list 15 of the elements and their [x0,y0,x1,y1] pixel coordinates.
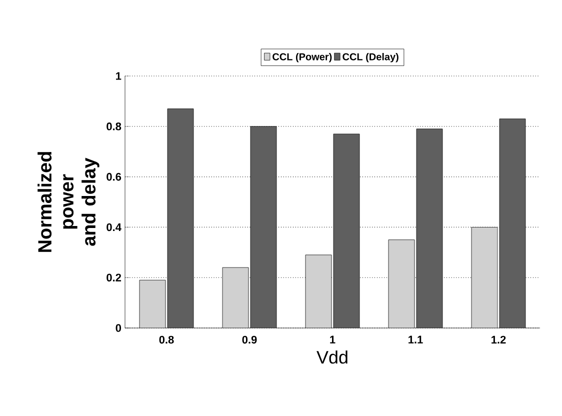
x-tick-label: 1 [330,336,336,344]
y-tick-label: 0.4 [106,223,122,232]
y-tick-label: 1 [116,72,122,80]
y-tick-label: 0.6 [106,172,122,181]
y-tick-label: 0 [116,324,122,332]
legend-label: CCL (Delay) [342,52,398,62]
y-axis-title: Normalized power and delay [38,152,100,252]
y-tick-label: 0.8 [106,122,122,130]
x-tick-label: 0.9 [242,336,257,344]
legend-label: CCL (Power) [272,52,332,62]
x-tick-label: 0.8 [159,336,174,344]
y-tick-label: 0.2 [106,274,122,282]
x-tick-label: 1.2 [492,336,506,344]
x-axis-title: Vdd [316,350,348,364]
x-tick-label: 1.1 [408,336,423,344]
